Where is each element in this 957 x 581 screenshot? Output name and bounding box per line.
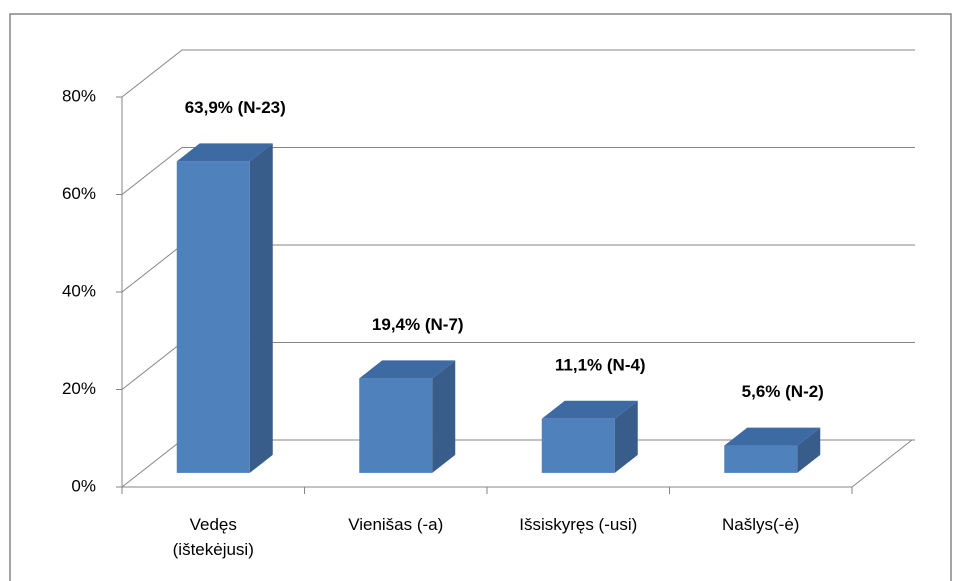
bar-front: [359, 378, 433, 473]
floor-right: [851, 439, 913, 488]
x-tick-label: Našlys(-ė): [722, 515, 800, 534]
y-tick-label: 80%: [62, 86, 96, 105]
bar-top: [176, 143, 273, 162]
bar-side: [432, 360, 456, 473]
grid-line: [121, 49, 915, 98]
frame: [9, 13, 952, 581]
value-label: 63,9% (N-23): [185, 98, 286, 117]
value-label: 11,1% (N-4): [555, 355, 646, 374]
y-tick-label: 0%: [71, 476, 96, 495]
y-tick-label: 60%: [62, 184, 96, 203]
bar-top: [541, 400, 638, 419]
bar-side: [797, 427, 821, 473]
value-label: 5,6% (N-2): [742, 382, 824, 401]
x-tick-label: Vedęs (ištekėjusi): [172, 515, 254, 559]
bar-top: [359, 360, 456, 379]
value-label: 19,4% (N-7): [372, 315, 464, 334]
y-tick-label: 20%: [62, 379, 96, 398]
bar-side: [614, 400, 638, 473]
bar-top: [724, 427, 821, 446]
bar-front: [541, 418, 615, 473]
bar-front: [724, 445, 798, 473]
bar-front: [176, 161, 250, 473]
x-tick-label: Išsiskyręs (-usi): [519, 515, 638, 534]
x-tick-label: Vienišas (-a): [348, 515, 444, 534]
bar-side: [249, 143, 273, 473]
grid-line: [121, 147, 915, 195]
y-tick-label: 40%: [62, 281, 96, 300]
